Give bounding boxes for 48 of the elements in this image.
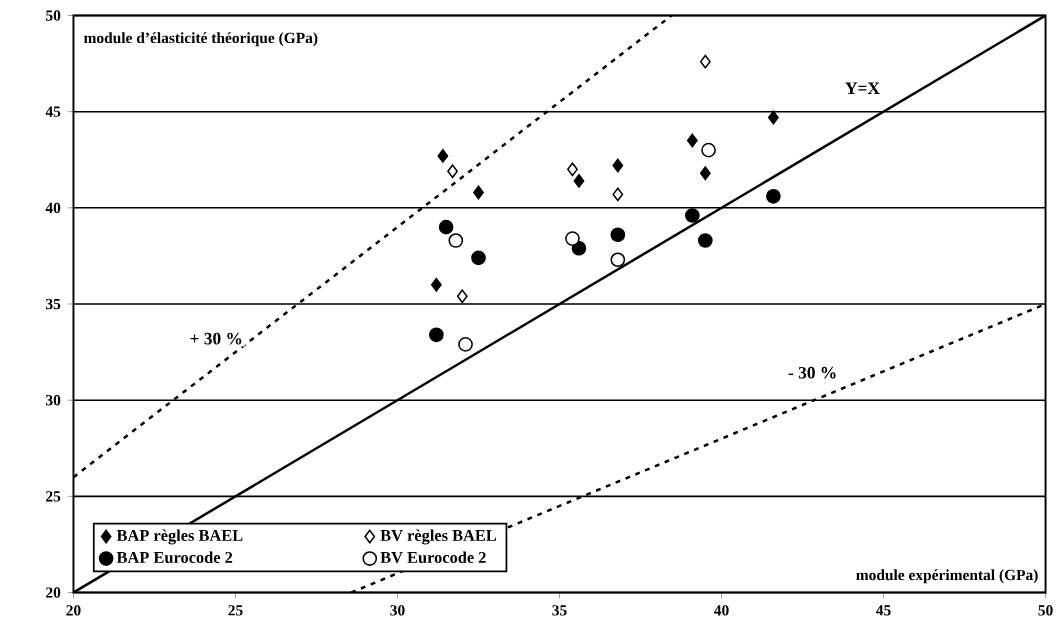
x-tick-label: 40: [714, 605, 729, 616]
y-tick-label: 30: [46, 395, 61, 406]
legend-label: BAP règles BAEL: [116, 529, 243, 545]
point: [701, 142, 716, 158]
point: [610, 227, 626, 243]
legend-label: BV règles BAEL: [380, 529, 497, 545]
point: [766, 189, 781, 204]
point: [697, 233, 713, 249]
x-tick-label: 30: [390, 605, 405, 616]
y-axis-title: module d’élasticité théorique (GPa): [83, 32, 318, 47]
y-tick-label: 40: [45, 202, 61, 214]
point: [699, 166, 711, 181]
point: [699, 54, 711, 69]
point: [565, 231, 580, 247]
y-tick-label: 25: [46, 491, 61, 502]
point: [471, 250, 486, 266]
point: [473, 185, 484, 200]
x-tick-label: 25: [228, 605, 243, 616]
series-label: + 30 %: [190, 332, 242, 345]
point: [429, 327, 444, 343]
point: [686, 133, 698, 148]
series-label: Y=X: [845, 82, 880, 95]
point: [458, 337, 473, 352]
point: [430, 278, 442, 292]
legend-label: BV Eurocode 2: [380, 551, 486, 564]
y-tick-label: 20: [46, 587, 61, 598]
legend-label: BAP Eurocode 2: [116, 551, 233, 564]
point: [612, 158, 624, 173]
y-tick-label: 50: [46, 10, 61, 21]
x-tick-label: 35: [552, 605, 567, 616]
point: [612, 187, 624, 202]
point: [567, 162, 578, 177]
point: [767, 110, 779, 125]
y-tick-label: 45: [45, 106, 61, 117]
x-axis-title: module expérimental (GPa): [856, 569, 1038, 584]
point: [573, 174, 585, 189]
point: [448, 233, 464, 249]
point: [610, 252, 626, 268]
x-tick-label: 20: [66, 605, 81, 616]
x-tick-label: 45: [876, 605, 891, 616]
point: [685, 208, 700, 224]
point: [437, 149, 449, 164]
x-tick-label: 50: [1038, 605, 1053, 616]
series-label: - 30 %: [788, 367, 836, 379]
point: [456, 289, 468, 304]
point: [447, 164, 458, 179]
y-tick-label: 35: [46, 298, 61, 310]
point: [438, 219, 454, 235]
